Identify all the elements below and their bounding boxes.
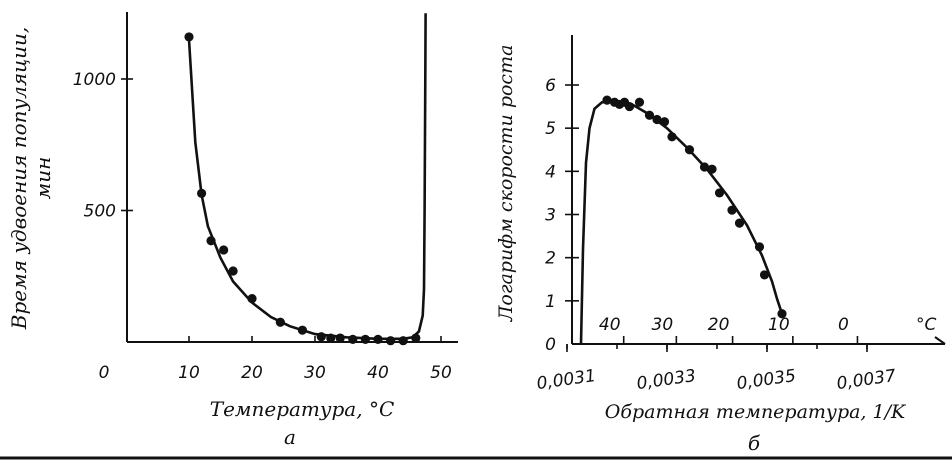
a-data-point: [206, 236, 216, 246]
a-y-axis-label-line1: Время удвоения популяции,: [7, 27, 31, 330]
b-celsius-tick-label: 30: [652, 315, 674, 335]
a-data-point: [197, 188, 207, 199]
a-x-ticks: 0 10 20 30 40 50: [99, 336, 452, 383]
b-x-tick-label: 0,0035: [735, 366, 797, 394]
a-x-tick-label: 50: [430, 363, 452, 383]
b-y-ticks: 0 1 2 3 4 5 6: [545, 76, 579, 355]
b-celsius-tick-label: 0: [838, 315, 849, 335]
a-data-point: [297, 325, 307, 335]
a-data-point: [275, 317, 285, 327]
a-y-ticks: 500 1000: [73, 70, 133, 222]
a-data-point: [398, 336, 408, 346]
a-x-tick-label: 10: [178, 363, 200, 383]
b-fit-curve: [579, 100, 784, 345]
a-y-tick-label: 500: [84, 202, 116, 222]
a-data-points: [184, 32, 421, 346]
b-y-axis-label-text: Логарифм скорости роста: [495, 45, 517, 323]
b-x-axis-arrow: [934, 336, 946, 345]
a-y-axis-label: Время удвоения популяции, мин: [7, 27, 55, 330]
b-y-tick-label: 0: [545, 335, 556, 355]
a-data-point: [386, 336, 396, 346]
b-x-axis-label: Обратная температура, 1/K: [605, 401, 907, 423]
a-x-tick-label: 30: [304, 363, 326, 383]
a-data-point: [228, 266, 238, 276]
a-data-point: [247, 294, 257, 304]
b-y-tick-label: 5: [545, 119, 556, 139]
a-data-point: [335, 333, 345, 343]
b-data-point: [727, 205, 737, 215]
b-celsius-tick-label: 20: [708, 315, 730, 335]
b-data-point: [652, 114, 662, 125]
b-data-points: [602, 95, 787, 319]
b-y-tick-label: 4: [545, 162, 556, 182]
a-data-point: [373, 334, 383, 344]
b-data-point: [624, 101, 635, 112]
b-celsius-unit: °C: [916, 315, 937, 335]
b-data-point: [699, 162, 710, 172]
a-x-tick-label: 20: [241, 363, 263, 383]
b-data-point: [684, 145, 695, 155]
panel-a: 500 1000 0 10 20 30 40 50 Температура, °C а: [73, 12, 458, 449]
b-panel-label: б: [748, 431, 761, 455]
b-data-point: [714, 188, 725, 198]
a-data-point: [316, 332, 326, 342]
b-y-tick-label: 6: [545, 76, 556, 96]
b-data-point: [754, 242, 765, 252]
b-data-point: [659, 117, 670, 127]
a-fit-curve: [187, 13, 427, 341]
a-panel-label: а: [284, 425, 296, 449]
b-data-point: [634, 97, 645, 107]
a-y-tick-label: 1000: [73, 70, 116, 90]
a-data-point: [348, 334, 358, 344]
b-y-tick-label: 2: [545, 249, 556, 269]
b-data-point: [602, 95, 612, 105]
b-celsius-ticks: 40 30 20 10 0: [599, 315, 859, 344]
b-x-tick-label: 0,0033: [635, 366, 697, 394]
b-y-tick-label: 3: [545, 206, 556, 226]
a-x-axis-label: Температура, °C: [210, 397, 395, 421]
b-x-tick-label: 0,0031: [535, 366, 597, 394]
a-data-point: [326, 333, 336, 343]
a-data-point: [411, 333, 421, 343]
a-x-tick-label: 40: [367, 363, 389, 383]
b-x-tick-label: 0,0037: [835, 366, 897, 394]
b-x-ticks: 0,0031 0,0033 0,0035 0,0037: [535, 344, 897, 394]
a-x-tick-label: 0: [99, 363, 110, 383]
b-data-point: [707, 164, 717, 174]
b-celsius-tick-label: 10: [768, 315, 790, 335]
b-y-tick-label: 1: [545, 292, 556, 312]
b-data-point: [777, 309, 787, 319]
b-celsius-tick-label: 40: [599, 315, 621, 335]
a-y-axis-label-line2: мин: [31, 157, 55, 200]
a-data-point: [184, 32, 194, 42]
b-y-axis-label: Логарифм скорости роста: [495, 45, 517, 323]
b-data-point: [759, 270, 770, 280]
a-data-point: [360, 334, 370, 344]
a-data-point: [219, 245, 229, 255]
panel-b: 0 1 2 3 4 5 6 0,0031 0,0033 0,0035 0,0037 40 30 20 1…: [535, 35, 946, 455]
b-data-point: [644, 110, 655, 120]
b-data-point: [667, 132, 677, 142]
b-data-point: [734, 218, 745, 228]
